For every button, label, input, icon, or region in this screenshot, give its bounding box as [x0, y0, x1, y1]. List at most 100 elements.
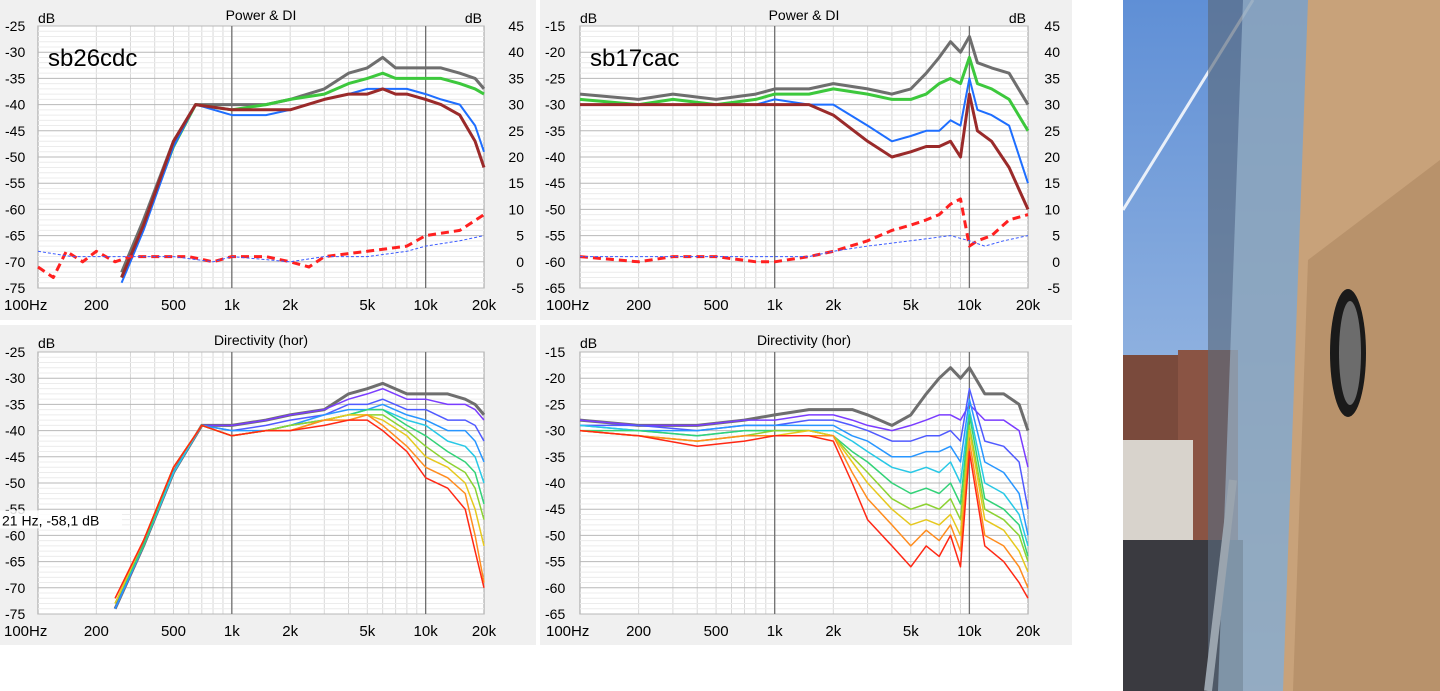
y2-tick-label: 15 [1044, 175, 1060, 191]
series-blue_dashed-5 [580, 235, 1029, 258]
y-tick-label: -40 [5, 423, 25, 439]
x-tick-label: 2k [282, 623, 298, 640]
x-tick-label: 500 [161, 623, 186, 640]
y-tick-label: -35 [545, 449, 565, 465]
y2-tick-label: 0 [1052, 254, 1060, 270]
chart-svg: 100Hz 200 500 1k 2k 5k 10k 20k-15-20-25-30-35-4… [545, 7, 1061, 314]
x-tick-label: 5k [359, 297, 375, 314]
y-tick-label: -35 [5, 70, 25, 86]
chart-svg: 100Hz 200 500 1k 2k 5k 10k 20k-15-20-25-30-35-4… [545, 332, 1041, 640]
y-tick-label: -40 [5, 97, 25, 113]
y-tick-label: -45 [5, 123, 25, 139]
y-tick-label: -45 [545, 501, 565, 517]
y-axis-unit: dB [38, 10, 55, 26]
x-tick-label: 1k [224, 623, 240, 640]
y-tick-label: -30 [545, 423, 565, 439]
cursor-readout: 21 Hz, -58,1 dB [2, 512, 99, 528]
y2-tick-label: 20 [508, 149, 524, 165]
window-speaker-photo [1123, 0, 1440, 691]
chart-title: Directivity (hor) [214, 332, 308, 348]
y-tick-label: -25 [545, 70, 565, 86]
y2-tick-label: 10 [508, 201, 524, 217]
x-tick-label: 10k [957, 623, 982, 640]
chart-svg: 100Hz 200 500 1k 2k 5k 10k 20k-25-30-35-40-45-5… [4, 7, 525, 314]
y-tick-label: -20 [545, 370, 565, 386]
y2-tick-label: 35 [1044, 70, 1060, 86]
y-tick-label: -25 [5, 344, 25, 360]
chart-panel-directivity-sb17cac: 100Hz 200 500 1k 2k 5k 10k 20k -15 -20 -25 -30 -35 -4… [540, 325, 1072, 645]
chart-title: Power & DI [226, 7, 297, 23]
x-tick-label: 1k [767, 297, 783, 314]
y-tick-label: -50 [5, 149, 25, 165]
window-rail [1204, 479, 1237, 691]
y-tick-label: -65 [5, 554, 25, 570]
y-tick-label: -15 [545, 344, 565, 360]
y2-tick-label: 25 [508, 123, 524, 139]
y-tick-label: -60 [545, 580, 565, 596]
y-tick-label: -30 [5, 370, 25, 386]
y-tick-label: -15 [545, 18, 565, 34]
y-tick-label: -60 [5, 201, 25, 217]
x-tick-label: 5k [903, 297, 919, 314]
y-tick-label: -55 [545, 228, 565, 244]
y-axis-unit: dB [38, 335, 55, 351]
y2-tick-label: -5 [512, 280, 525, 296]
x-tick-label: 20k [1016, 297, 1041, 314]
x-tick-label: 20k [472, 623, 497, 640]
x-tick-label: 200 [84, 623, 109, 640]
y-tick-label: -70 [5, 580, 25, 596]
y2-tick-label: 0 [516, 254, 524, 270]
x-tick-label: 20k [1016, 623, 1041, 640]
series-rainbow4-5 [580, 414, 1029, 557]
y2-tick-label: 10 [1044, 201, 1060, 217]
y-tick-label: -40 [545, 149, 565, 165]
y-tick-label: -55 [545, 554, 565, 570]
y-tick-label: -25 [5, 18, 25, 34]
x-tick-label: 20k [472, 297, 497, 314]
x-tick-label: 200 [84, 297, 109, 314]
series-brown-3 [580, 92, 1030, 211]
y-tick-label: -20 [545, 44, 565, 60]
y-tick-label: -50 [545, 201, 565, 217]
x-tick-label: 500 [704, 297, 729, 314]
x-tick-label: 500 [704, 623, 729, 640]
x-tick-label: 100Hz [546, 623, 589, 640]
series-grey-0 [579, 35, 1030, 106]
y2-tick-label: 40 [508, 44, 524, 60]
cursor-label-bg [0, 510, 122, 529]
y-tick-label: -65 [5, 228, 25, 244]
y-tick-label: -70 [5, 254, 25, 270]
x-tick-label: 200 [626, 623, 651, 640]
y-tick-label: -50 [5, 475, 25, 491]
speaker-port-inner [1339, 301, 1361, 405]
series-rainbow5-6 [579, 424, 1029, 562]
x-tick-label: 5k [359, 623, 375, 640]
y-tick-label: -65 [545, 280, 565, 296]
series-rainbow8-9 [114, 419, 485, 599]
x-tick-label: 500 [161, 297, 186, 314]
x-tick-label: 1k [224, 297, 240, 314]
y-tick-label: -30 [545, 97, 565, 113]
chart-panel-power-di-sb26cdc: 100Hz 200 500 1k 2k 5k 10k 20k -25 -30 -35 -40 -45 -5… [0, 0, 536, 320]
series-rainbow0-1 [579, 403, 1029, 468]
y2-tick-label: 35 [508, 70, 524, 86]
y-axis-unit: dB [580, 335, 597, 351]
y-tick-label: -55 [5, 175, 25, 191]
x-tick-label: 100Hz [546, 297, 589, 314]
y2-tick-label: 45 [508, 18, 524, 34]
series-rainbow7-8 [579, 429, 1029, 589]
y2-tick-label: 45 [1044, 18, 1060, 34]
x-tick-label: 200 [626, 297, 651, 314]
y2-tick-label: 30 [1044, 97, 1060, 113]
y2-tick-label: -5 [1048, 280, 1061, 296]
y2-tick-label: 40 [1044, 44, 1060, 60]
x-tick-label: 2k [825, 623, 841, 640]
x-tick-label: 2k [825, 297, 841, 314]
series-rainbow2-3 [579, 398, 1029, 536]
chart-panel-directivity-sb26cdc: 100Hz 200 500 1k 2k 5k 10k 20k -25 -30 -35 -40 -45 -5… [0, 325, 536, 645]
y2-tick-label: 20 [1044, 149, 1060, 165]
y2-tick-label: 30 [508, 97, 524, 113]
series-red_dashed-4 [579, 197, 1029, 264]
y-tick-label: -45 [545, 175, 565, 191]
x-tick-label: 100Hz [4, 297, 47, 314]
